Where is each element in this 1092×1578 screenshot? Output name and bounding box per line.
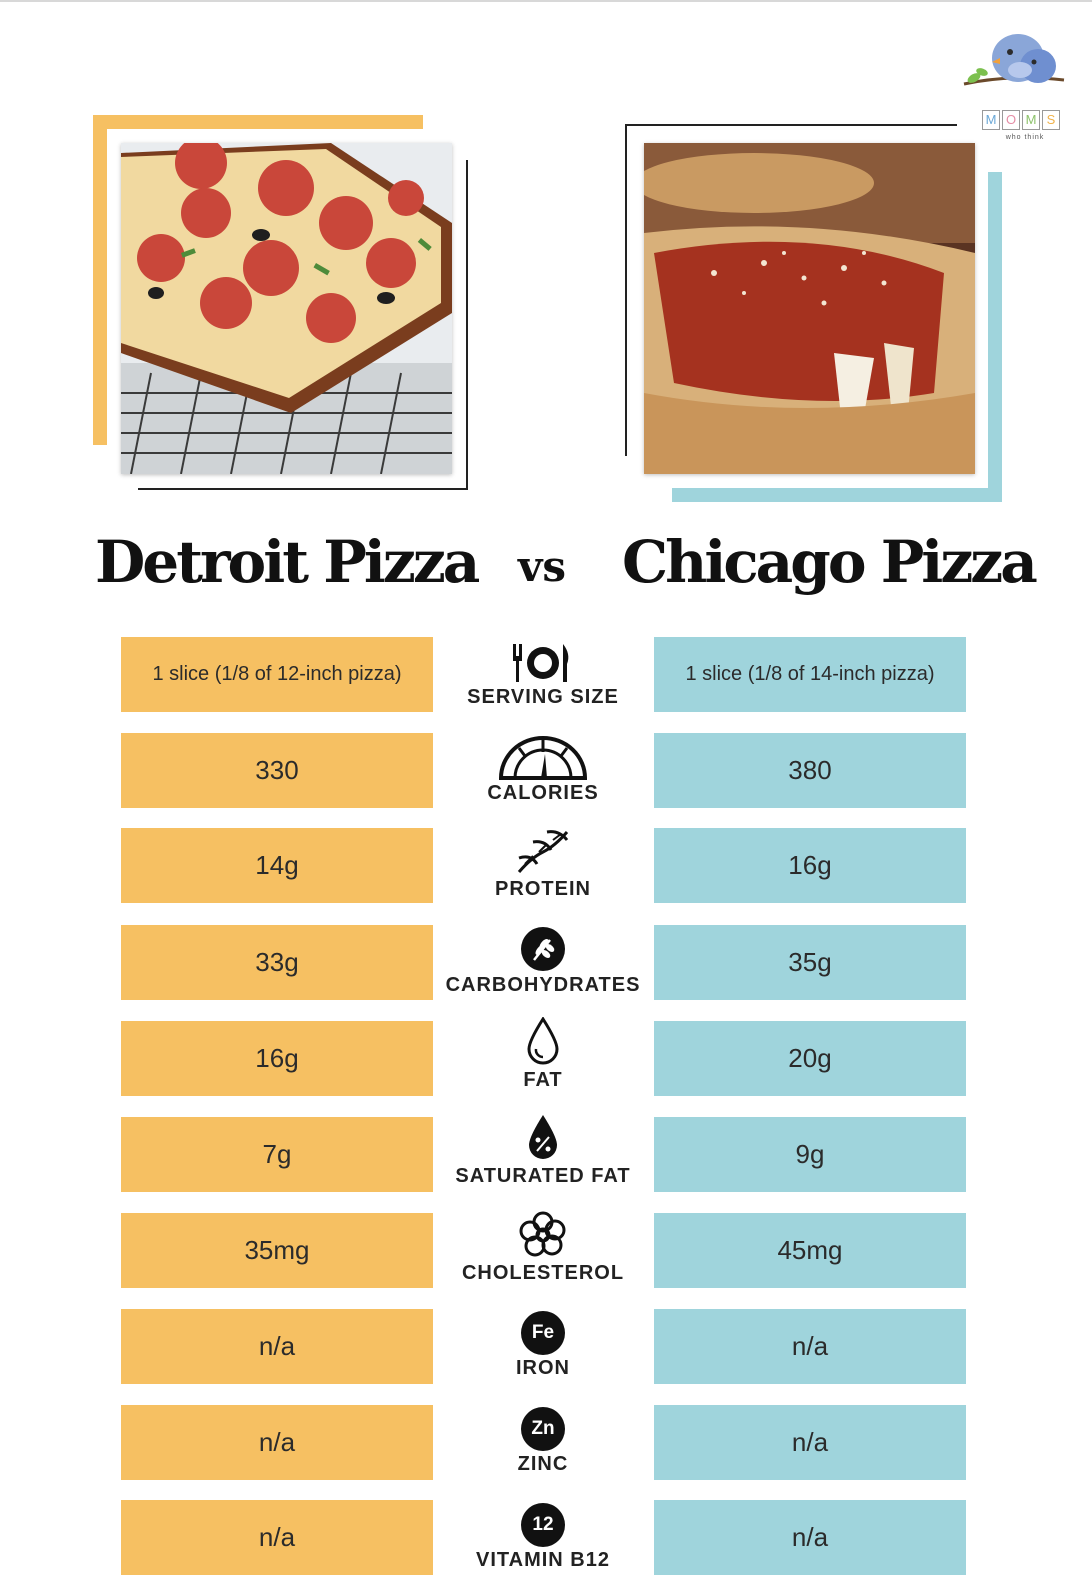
chicago-serving-size: 1 slice (1/8 of 14-inch pizza) — [654, 637, 966, 712]
calories-label-group: CALORIES — [443, 730, 643, 805]
serving-size-label: SERVING SIZE — [467, 686, 619, 708]
iron-label-group: Fe IRON — [443, 1305, 643, 1380]
fat-label-group: FAT — [443, 1017, 643, 1092]
cholesterol-icon — [443, 1210, 643, 1260]
moms-who-think-logo: M O M S who think — [960, 22, 1070, 141]
chicago-calories: 380 — [654, 733, 966, 808]
detroit-vitamin-b12: n/a — [121, 1500, 433, 1575]
chicago-zinc: n/a — [654, 1405, 966, 1480]
chicago-accent-bar-side — [988, 172, 1002, 502]
detroit-serving-size: 1 slice (1/8 of 12-inch pizza) — [121, 637, 433, 712]
chicago-title: Chicago Pizza — [622, 528, 1038, 596]
chicago-pizza-photo — [644, 143, 975, 474]
detroit-title: Detroit Pizza — [95, 528, 480, 596]
zinc-icon-wrap: Zn — [443, 1401, 643, 1451]
zinc-icon: Zn — [521, 1407, 565, 1451]
protein-label: PROTEIN — [495, 878, 591, 900]
chicago-photo-outline — [625, 124, 957, 456]
detroit-calories: 330 — [121, 733, 433, 808]
droplet-icon — [443, 1017, 643, 1067]
detroit-accent-bar-side — [93, 115, 107, 445]
top-divider — [0, 0, 1092, 2]
carbohydrates-label-group: CARBOHYDRATES — [443, 922, 643, 997]
vitamin-b12-icon: 12 — [521, 1503, 565, 1547]
saturated-fat-label-group: SATURATED FAT — [443, 1113, 643, 1188]
grain-icon — [443, 922, 643, 972]
detroit-iron: n/a — [121, 1309, 433, 1384]
detroit-pizza-photo — [121, 143, 452, 474]
zinc-label-group: Zn ZINC — [443, 1401, 643, 1476]
gauge-icon — [443, 730, 643, 780]
logo-letter: S — [1042, 110, 1060, 130]
detroit-fat: 16g — [121, 1021, 433, 1096]
chicago-saturated-fat: 9g — [654, 1117, 966, 1192]
fat-label: FAT — [523, 1069, 563, 1091]
detroit-photo-outline — [138, 160, 468, 490]
zinc-label: ZINC — [517, 1453, 569, 1475]
vitamin-b12-label-group: 12 VITAMIN B12 — [443, 1497, 643, 1572]
utensils-icon — [443, 634, 643, 684]
saturated-fat-label: SATURATED FAT — [455, 1165, 631, 1187]
logo-letter: M — [1022, 110, 1040, 130]
chicago-vitamin-b12: n/a — [654, 1500, 966, 1575]
chicago-fat: 20g — [654, 1021, 966, 1096]
iron-icon: Fe — [521, 1311, 565, 1355]
chicago-iron: n/a — [654, 1309, 966, 1384]
detroit-cholesterol: 35mg — [121, 1213, 433, 1288]
detroit-protein: 14g — [121, 828, 433, 903]
vitamin-b12-label: VITAMIN B12 — [476, 1549, 610, 1571]
detroit-saturated-fat: 7g — [121, 1117, 433, 1192]
serving-size-label-group: SERVING SIZE — [443, 634, 643, 709]
chicago-carbohydrates: 35g — [654, 925, 966, 1000]
calories-label: CALORIES — [487, 782, 599, 804]
carbohydrates-label: CARBOHYDRATES — [445, 974, 641, 996]
chicago-accent-bar-bottom — [672, 488, 1002, 502]
logo-wordmark: M O M S — [982, 110, 1060, 130]
percent-drop-icon — [443, 1113, 643, 1163]
dna-icon — [443, 826, 643, 876]
bird-logo-icon — [963, 34, 1065, 86]
vs-label: vs — [518, 542, 567, 591]
iron-icon-wrap: Fe — [443, 1305, 643, 1355]
logo-letter: O — [1002, 110, 1020, 130]
cholesterol-label-group: CHOLESTEROL — [443, 1210, 643, 1285]
detroit-zinc: n/a — [121, 1405, 433, 1480]
logo-tagline: who think — [1005, 134, 1045, 141]
vitamin-b12-icon-wrap: 12 — [443, 1497, 643, 1547]
protein-label-group: PROTEIN — [443, 826, 643, 901]
detroit-carbohydrates: 33g — [121, 925, 433, 1000]
logo-letter: M — [982, 110, 1000, 130]
iron-label: IRON — [516, 1357, 570, 1379]
cholesterol-label: CHOLESTEROL — [461, 1262, 625, 1284]
chicago-cholesterol: 45mg — [654, 1213, 966, 1288]
detroit-accent-bar-top — [93, 115, 423, 129]
chicago-protein: 16g — [654, 828, 966, 903]
